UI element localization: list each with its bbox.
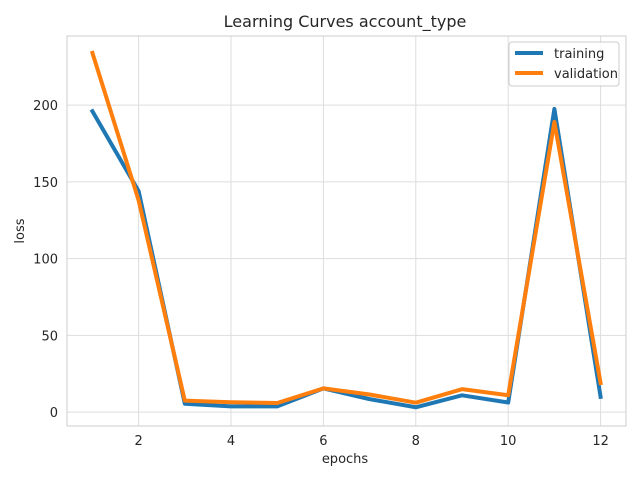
y-tick-label: 100 [33, 253, 58, 268]
y-tick-label: 50 [41, 329, 58, 344]
chart-title: Learning Curves account_type [224, 12, 467, 32]
legend-label-training: training [554, 47, 604, 62]
series-line-validation [89, 50, 603, 405]
legend-label-validation: validation [554, 67, 618, 82]
x-tick-label: 12 [592, 434, 609, 449]
axis-ticks: 2 4 6 8 10 12 0 50 100 150 200 [33, 99, 609, 449]
x-tick-label: 4 [227, 434, 235, 449]
x-tick-label: 8 [412, 434, 420, 449]
y-tick-label: 0 [50, 406, 58, 421]
y-axis-label: loss [13, 218, 28, 243]
y-tick-label: 200 [33, 99, 58, 114]
series-lines [89, 50, 603, 410]
grid [67, 36, 626, 426]
x-tick-label: 10 [500, 434, 517, 449]
legend: training validation [508, 41, 620, 87]
x-tick-label: 2 [134, 434, 142, 449]
x-axis-label: epochs [322, 452, 369, 467]
x-tick-label: 6 [319, 434, 327, 449]
y-tick-label: 150 [33, 176, 58, 191]
plot-area-frame [66, 35, 627, 427]
